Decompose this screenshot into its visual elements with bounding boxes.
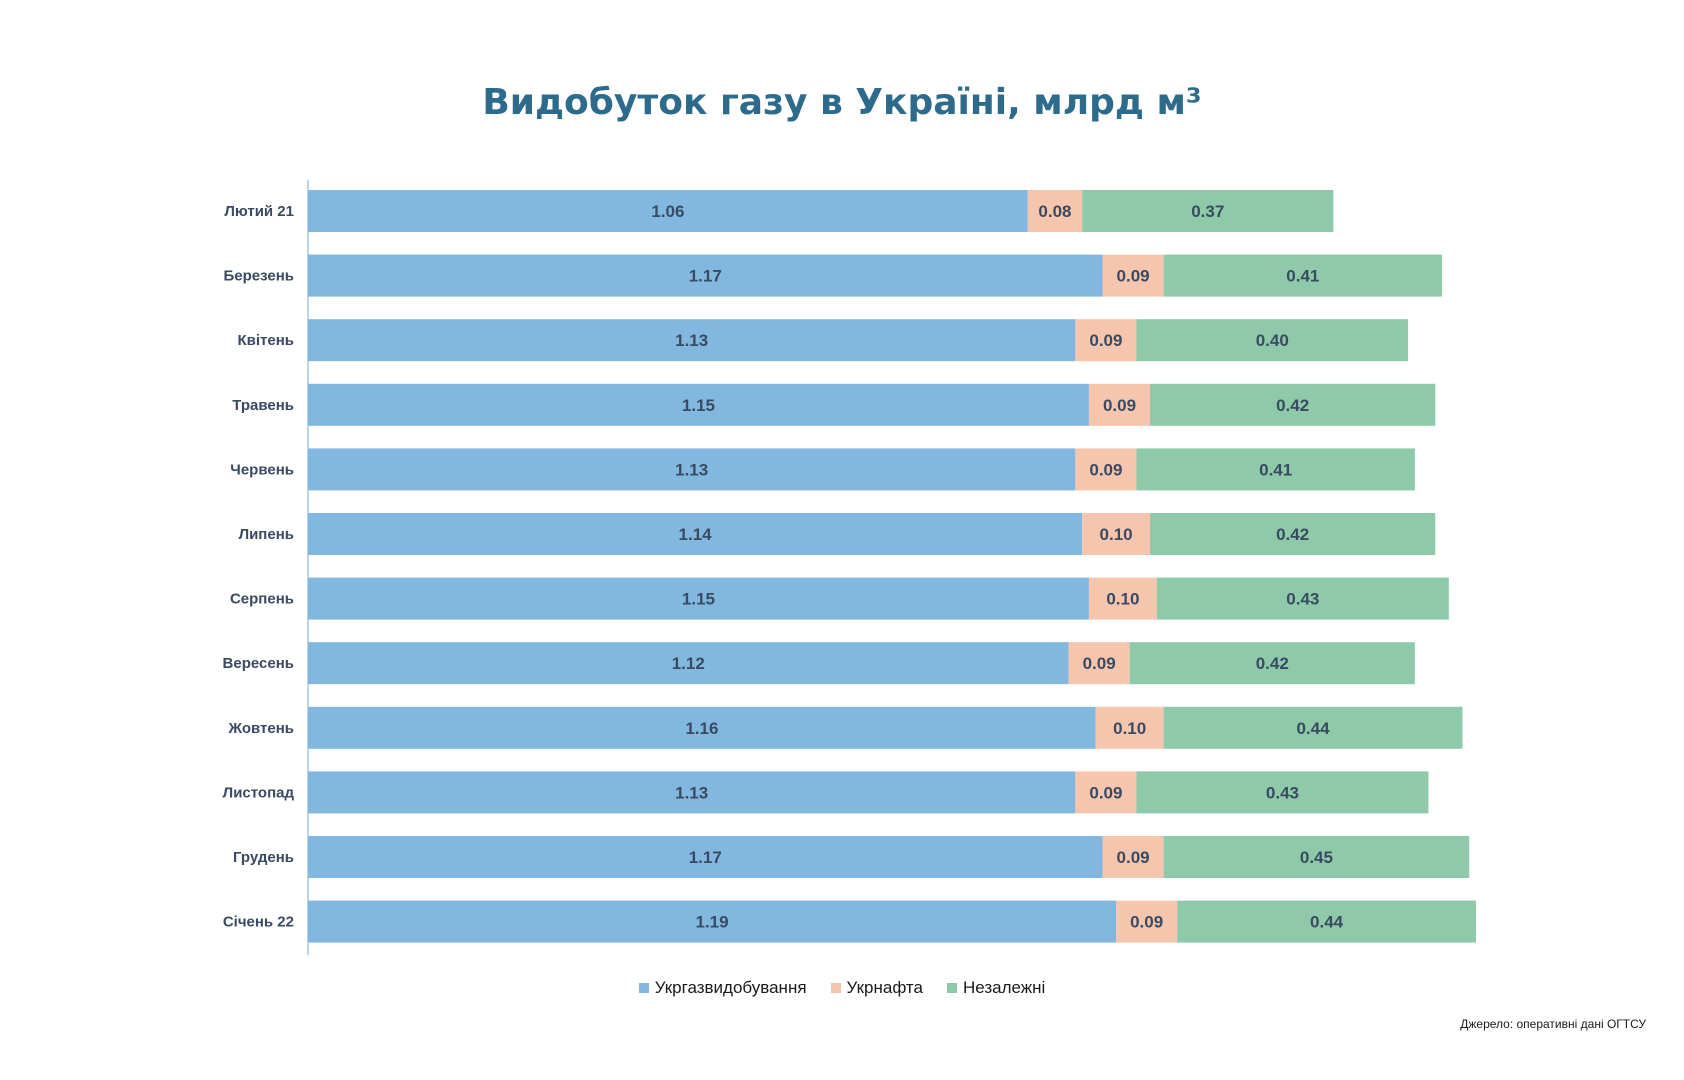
bar-segment (1088, 383, 1151, 426)
data-label: 0.45 (1300, 848, 1333, 867)
category-label: Березень (223, 268, 294, 285)
bar-segment (1177, 900, 1476, 943)
bar-segment (1129, 642, 1415, 685)
chart-legend: Укргазвидобування Укрнафта Незалежні (0, 978, 1684, 998)
data-label: 0.42 (1276, 396, 1309, 415)
data-label: 1.17 (689, 267, 722, 286)
bar-segment (1136, 771, 1429, 814)
source-note: Джерело: оперативні дані ОГТСУ (1460, 1017, 1646, 1031)
bar-segment (1156, 577, 1449, 620)
data-label: 0.44 (1310, 913, 1344, 932)
data-label: 0.10 (1106, 590, 1139, 609)
category-label: Червень (230, 461, 294, 478)
data-label: 0.09 (1089, 783, 1122, 802)
data-label: 1.14 (679, 525, 713, 544)
bar-segment (308, 771, 1076, 814)
legend-label: Укргазвидобування (654, 978, 807, 997)
data-label: 0.43 (1286, 590, 1319, 609)
data-label: 1.13 (675, 331, 708, 350)
bar-segment (1088, 577, 1157, 620)
data-label: 0.09 (1117, 848, 1150, 867)
bar-segment (308, 383, 1089, 426)
legend-item: Укргазвидобування (638, 978, 807, 998)
bar-segment (1102, 836, 1164, 878)
data-label: 1.13 (675, 460, 708, 479)
legend-swatch (830, 983, 841, 993)
data-label: 0.40 (1256, 331, 1289, 350)
bar-segment (308, 448, 1076, 491)
category-label: Жовтень (227, 720, 294, 737)
data-label: 0.08 (1038, 202, 1071, 221)
bar-segment (1136, 448, 1415, 491)
bar-segment (1095, 706, 1164, 749)
data-label: 0.09 (1089, 460, 1122, 479)
category-label: Грудень (233, 849, 294, 866)
bar-segment (308, 706, 1096, 749)
category-label: Квітень (237, 332, 294, 349)
data-label: 0.44 (1296, 719, 1330, 738)
bar-segment (1163, 254, 1443, 297)
bar-segment (1163, 836, 1470, 878)
data-label: 0.41 (1286, 267, 1319, 286)
data-label: 0.09 (1130, 913, 1163, 932)
data-label: 1.15 (682, 590, 715, 609)
data-label: 0.09 (1083, 654, 1116, 673)
bar-segment (1082, 513, 1151, 555)
bar-segment (308, 319, 1076, 362)
data-label: 0.42 (1256, 654, 1289, 673)
bar-segment (308, 254, 1103, 297)
bar-segment (308, 190, 1028, 232)
data-label: 1.17 (689, 848, 722, 867)
legend-label: Незалежні (962, 978, 1046, 997)
bar-segment (308, 577, 1089, 620)
bar-segment (1116, 900, 1178, 943)
category-label: Серпень (230, 591, 294, 608)
bar-segment (308, 900, 1117, 943)
category-label: Вересень (223, 655, 294, 672)
category-label: Листопад (223, 784, 295, 801)
bar-segment (1075, 448, 1137, 491)
data-label: 1.15 (682, 396, 715, 415)
bar-segment (308, 642, 1069, 685)
data-label: 0.42 (1276, 525, 1309, 544)
category-label: Січень 22 (223, 914, 294, 931)
data-label: 1.16 (685, 719, 718, 738)
data-label: 0.10 (1113, 719, 1146, 738)
data-label: 0.09 (1117, 267, 1150, 286)
bar-segment (1102, 254, 1164, 297)
data-label: 0.09 (1103, 396, 1136, 415)
bar-segment (1027, 190, 1083, 232)
category-label: Травень (232, 397, 294, 414)
data-label: 0.43 (1266, 783, 1299, 802)
data-label: 1.06 (651, 202, 684, 221)
chart-title: Видобуток газу в Україні, млрд м³ (482, 82, 1202, 123)
data-label: 0.41 (1259, 460, 1292, 479)
legend-item: Укрнафта (830, 978, 923, 998)
bar-segment (1075, 771, 1137, 814)
bar-segment (1150, 383, 1436, 426)
bar-segment (308, 513, 1083, 555)
data-label: 1.13 (675, 783, 708, 802)
data-label: 0.09 (1089, 331, 1122, 350)
data-label: 0.37 (1191, 202, 1224, 221)
category-label: Липень (239, 526, 294, 543)
bar-segment (1136, 319, 1409, 362)
legend-swatch (638, 983, 649, 993)
data-label: 1.19 (695, 913, 728, 932)
data-label: 0.10 (1100, 525, 1133, 544)
bar-segment (1068, 642, 1130, 685)
bar-segment (1075, 319, 1137, 362)
bar-segment (1082, 190, 1334, 232)
bar-segment (308, 836, 1103, 878)
legend-item: Незалежні (946, 978, 1046, 998)
bar-segment (1163, 706, 1463, 749)
data-label: 1.12 (672, 654, 705, 673)
bar-segment (1150, 513, 1436, 555)
legend-label: Укрнафта (846, 978, 923, 997)
category-label: Лютий 21 (224, 203, 294, 220)
legend-swatch (946, 983, 957, 993)
